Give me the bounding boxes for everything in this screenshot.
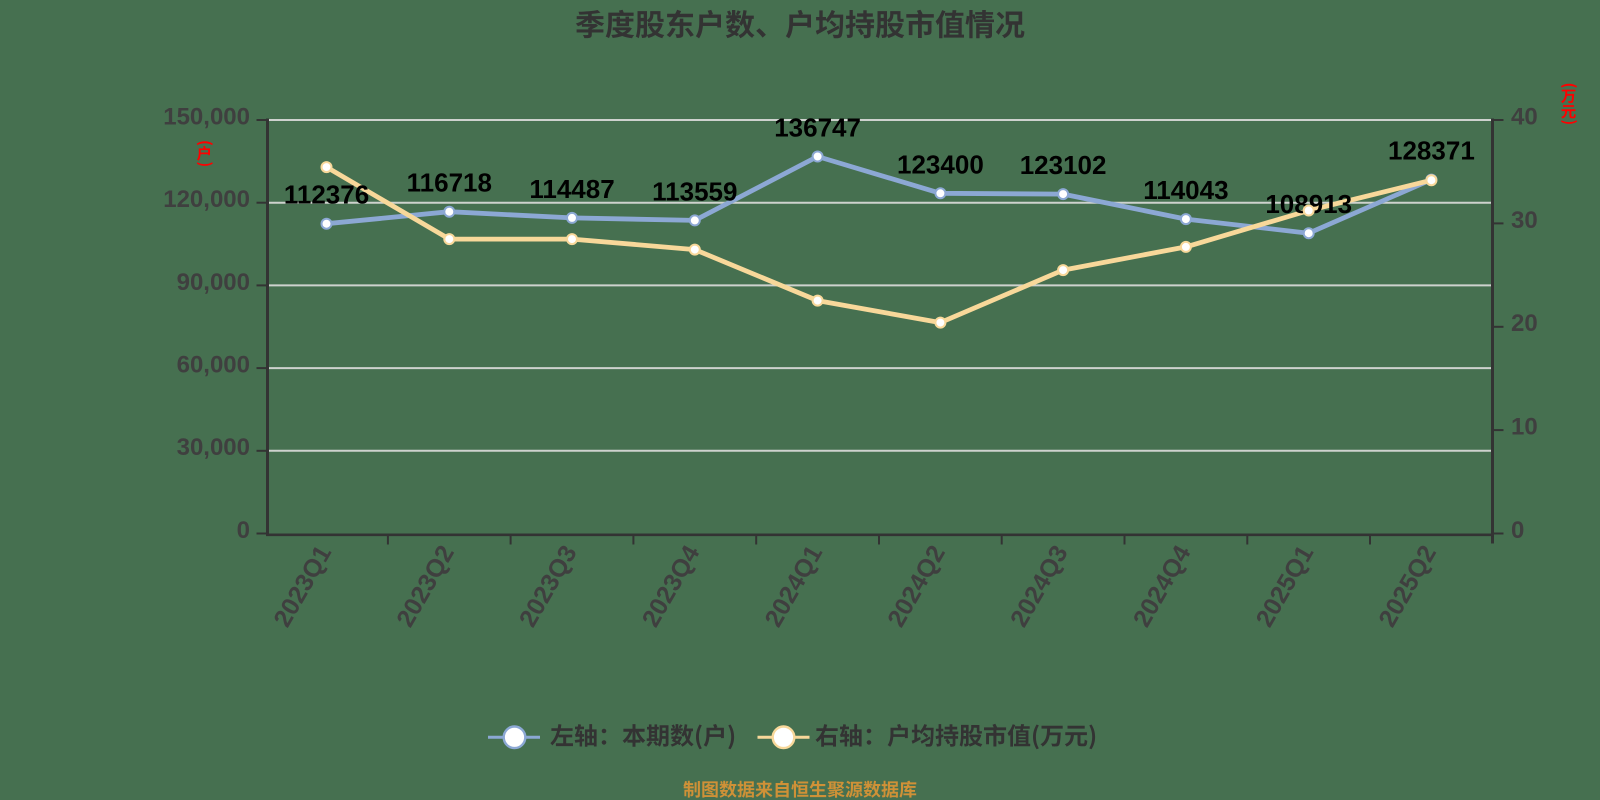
svg-text:0: 0 <box>237 517 250 544</box>
svg-text:10: 10 <box>1511 414 1538 441</box>
svg-text:90,000: 90,000 <box>177 269 250 296</box>
svg-text:20: 20 <box>1511 310 1538 337</box>
svg-text:136747: 136747 <box>774 113 861 143</box>
svg-text:30,000: 30,000 <box>177 434 250 461</box>
svg-text:114487: 114487 <box>529 174 614 204</box>
svg-text:150,000: 150,000 <box>163 103 250 130</box>
svg-text:120,000: 120,000 <box>163 186 250 213</box>
svg-text:116718: 116718 <box>407 168 492 198</box>
svg-text:40: 40 <box>1511 103 1538 130</box>
svg-text:113559: 113559 <box>652 176 737 206</box>
svg-text:123400: 123400 <box>897 149 984 179</box>
svg-text:128371: 128371 <box>1388 136 1475 166</box>
svg-text:112376: 112376 <box>284 180 369 210</box>
svg-text:114043: 114043 <box>1143 175 1228 205</box>
svg-text:30: 30 <box>1511 207 1538 234</box>
svg-text:60,000: 60,000 <box>177 352 250 379</box>
svg-text:123102: 123102 <box>1020 150 1107 180</box>
svg-text:0: 0 <box>1511 517 1524 544</box>
